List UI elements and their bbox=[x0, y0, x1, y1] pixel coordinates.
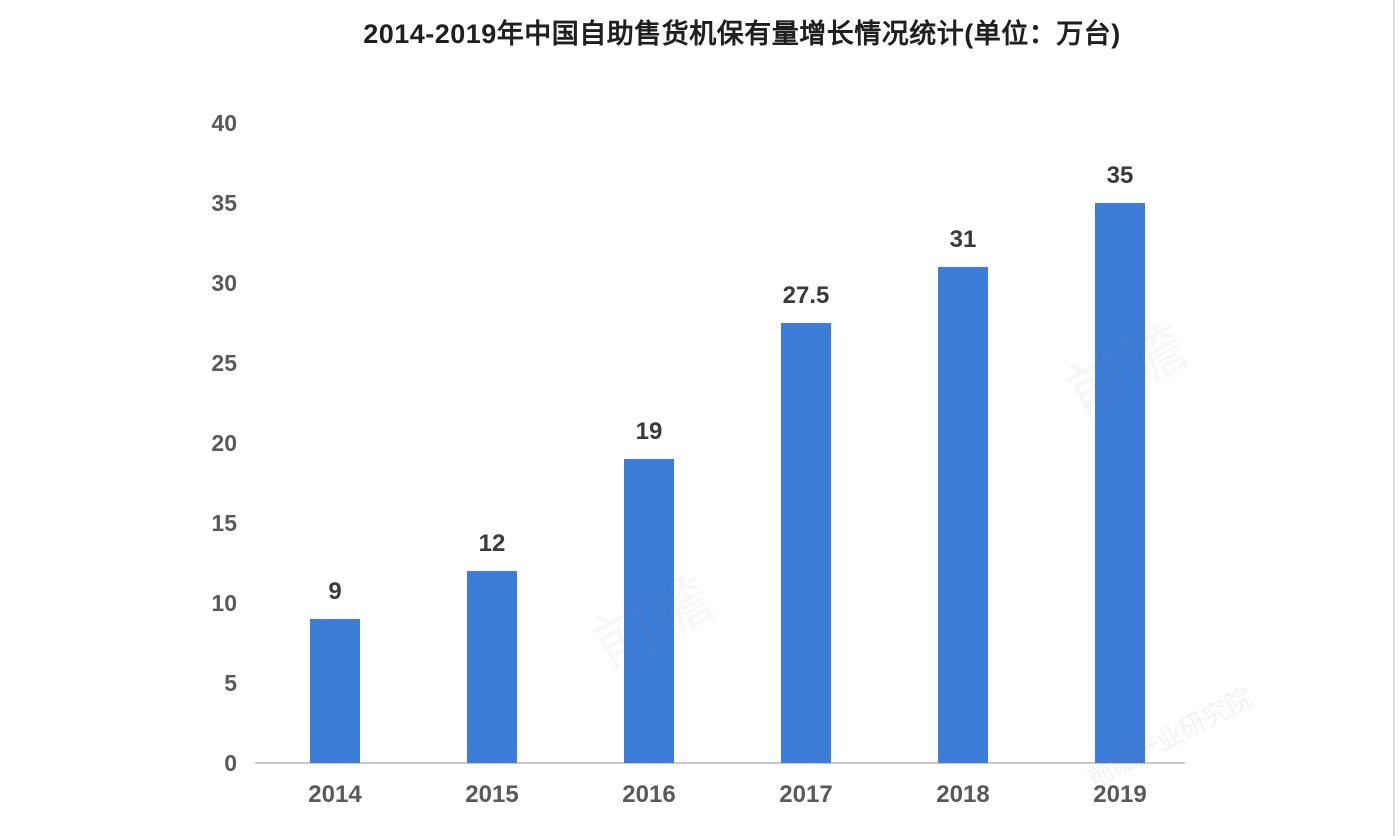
x-axis-label: 2018 bbox=[936, 781, 990, 808]
bar bbox=[938, 267, 988, 763]
right-edge-line bbox=[1393, 0, 1395, 836]
bar bbox=[310, 619, 360, 763]
bar-value-label: 35 bbox=[1106, 162, 1134, 189]
bar-value-label: 31 bbox=[949, 226, 977, 253]
bar-value-label: 19 bbox=[635, 418, 663, 445]
bar-value-label: 27.5 bbox=[782, 282, 830, 309]
y-axis-tick-label: 0 bbox=[224, 750, 237, 776]
x-axis-label: 2017 bbox=[779, 781, 833, 808]
y-axis-tick-label: 10 bbox=[211, 590, 237, 616]
x-axis-label: 2019 bbox=[1093, 781, 1147, 808]
bar bbox=[1095, 203, 1145, 763]
bar-value-label: 12 bbox=[478, 530, 506, 557]
y-axis-tick-label: 30 bbox=[211, 270, 237, 296]
y-axis-tick-label: 35 bbox=[211, 190, 237, 216]
y-axis-tick-label: 5 bbox=[224, 670, 237, 696]
bar bbox=[467, 571, 517, 763]
y-axis-tick-label: 15 bbox=[211, 510, 237, 536]
bar bbox=[781, 323, 831, 763]
x-axis-label: 2014 bbox=[308, 781, 362, 808]
x-axis-label: 2016 bbox=[622, 781, 676, 808]
y-axis-tick-label: 20 bbox=[211, 430, 237, 456]
x-axis-line bbox=[255, 762, 1185, 764]
bar bbox=[624, 459, 674, 763]
x-axis-label: 2015 bbox=[465, 781, 519, 808]
y-axis-tick-label: 40 bbox=[211, 110, 237, 136]
y-axis-tick-label: 25 bbox=[211, 350, 237, 376]
chart-title: 2014-2019年中国自助售货机保有量增长情况统计(单位：万台) bbox=[363, 19, 1121, 49]
bar-value-label: 9 bbox=[328, 578, 342, 605]
